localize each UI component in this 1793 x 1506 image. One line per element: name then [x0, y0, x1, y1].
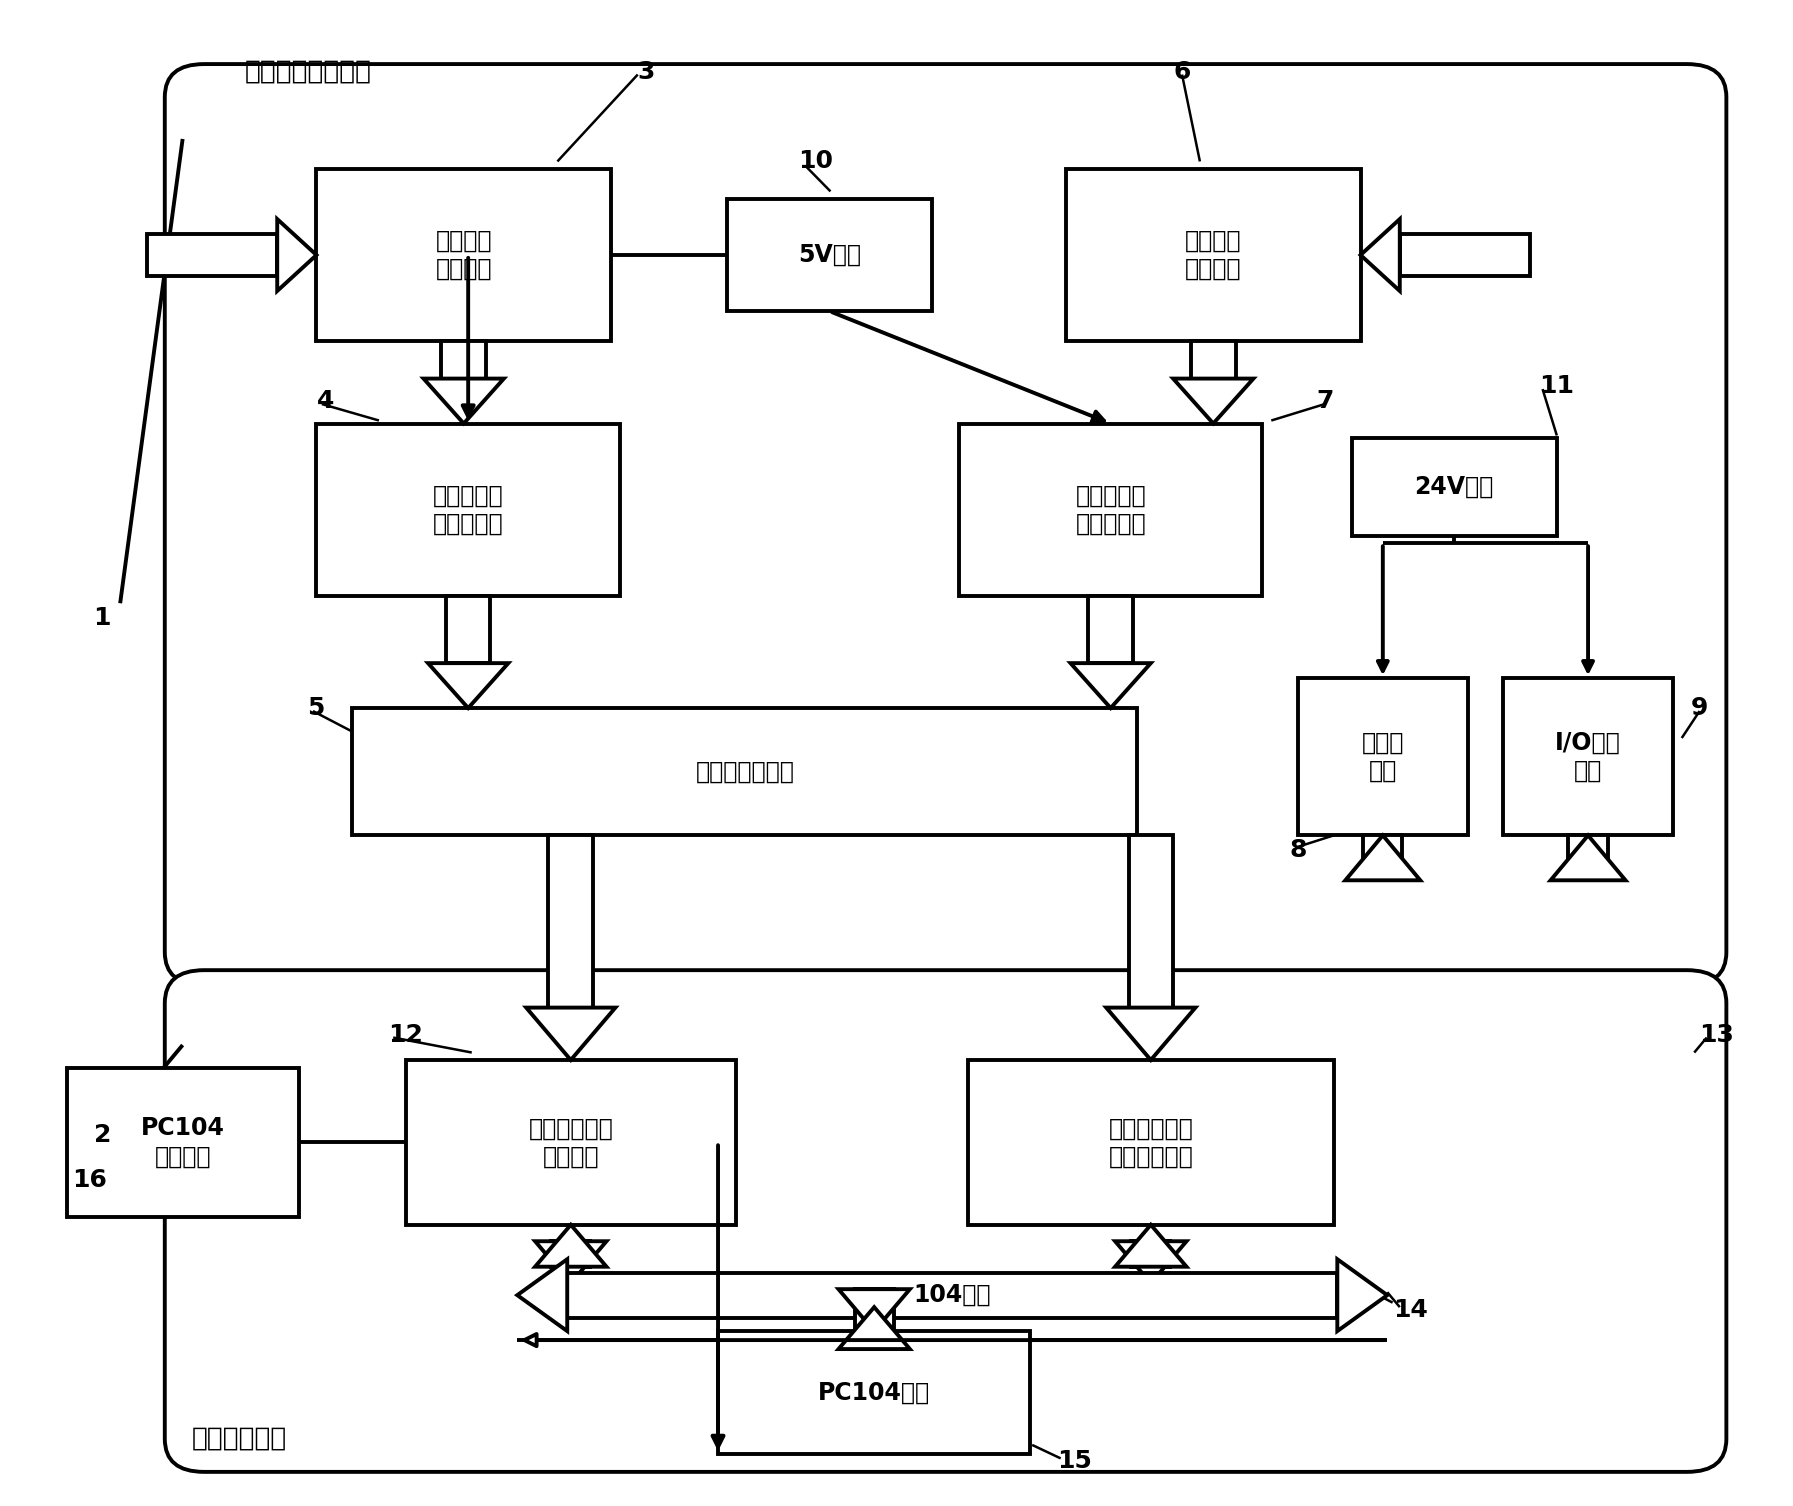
Polygon shape [1106, 1008, 1196, 1060]
Polygon shape [525, 1008, 615, 1060]
Polygon shape [1070, 663, 1151, 708]
Text: 2: 2 [93, 1123, 111, 1148]
FancyBboxPatch shape [1131, 1241, 1171, 1267]
Text: 等效器高压
输入级电路: 等效器高压 输入级电路 [1076, 483, 1146, 536]
FancyBboxPatch shape [1128, 836, 1173, 1008]
FancyBboxPatch shape [165, 970, 1727, 1471]
Polygon shape [1551, 836, 1626, 881]
Polygon shape [1173, 378, 1253, 423]
Text: 15: 15 [1058, 1449, 1092, 1473]
Text: 高低压切换电路: 高低压切换电路 [696, 759, 794, 783]
Text: PC104主机: PC104主机 [818, 1381, 931, 1405]
Polygon shape [534, 1241, 606, 1283]
Text: PC104
主机电源: PC104 主机电源 [140, 1116, 224, 1169]
Polygon shape [1338, 1259, 1388, 1331]
FancyBboxPatch shape [717, 1331, 1031, 1453]
FancyBboxPatch shape [351, 708, 1137, 836]
Text: 8: 8 [1289, 839, 1307, 863]
Text: 3: 3 [638, 60, 654, 83]
Polygon shape [278, 218, 317, 291]
Text: 状态指
示灯: 状态指 示灯 [1361, 730, 1404, 783]
FancyBboxPatch shape [1569, 836, 1608, 881]
FancyBboxPatch shape [550, 1241, 590, 1267]
FancyBboxPatch shape [959, 423, 1262, 596]
Text: 16: 16 [72, 1167, 108, 1191]
Text: 5: 5 [308, 696, 325, 720]
Text: 24V电源: 24V电源 [1415, 476, 1494, 498]
FancyBboxPatch shape [1067, 169, 1361, 342]
FancyBboxPatch shape [66, 1068, 299, 1217]
FancyBboxPatch shape [1298, 678, 1468, 836]
Polygon shape [1115, 1241, 1187, 1283]
FancyBboxPatch shape [441, 342, 486, 378]
Text: 等效器低压
输入级电路: 等效器低压 输入级电路 [432, 483, 504, 536]
Polygon shape [839, 1307, 909, 1349]
Text: 7: 7 [1316, 389, 1334, 413]
Polygon shape [839, 1289, 909, 1331]
FancyBboxPatch shape [567, 1273, 1338, 1318]
FancyBboxPatch shape [1503, 678, 1673, 836]
FancyBboxPatch shape [855, 1289, 895, 1349]
FancyBboxPatch shape [147, 233, 278, 276]
FancyBboxPatch shape [317, 169, 611, 342]
Text: 12: 12 [387, 1023, 423, 1047]
Polygon shape [423, 378, 504, 423]
Polygon shape [534, 1224, 606, 1267]
FancyBboxPatch shape [1363, 836, 1402, 881]
Text: 104总线: 104总线 [913, 1283, 992, 1307]
FancyBboxPatch shape [549, 836, 593, 1008]
FancyBboxPatch shape [405, 1060, 735, 1224]
FancyBboxPatch shape [726, 199, 932, 312]
Text: 11: 11 [1538, 373, 1574, 398]
Text: 脉宽测试系统: 脉宽测试系统 [192, 1426, 287, 1452]
Polygon shape [1115, 1224, 1187, 1267]
FancyBboxPatch shape [968, 1060, 1334, 1224]
FancyBboxPatch shape [317, 423, 620, 596]
Text: 9: 9 [1691, 696, 1709, 720]
Text: 低压时序
输入端子: 低压时序 输入端子 [436, 229, 491, 282]
Text: 4: 4 [317, 389, 333, 413]
FancyBboxPatch shape [1088, 596, 1133, 663]
Text: 输入级预处理电路: 输入级预处理电路 [246, 59, 373, 84]
FancyBboxPatch shape [1191, 342, 1235, 378]
Text: 10: 10 [798, 149, 834, 173]
FancyBboxPatch shape [1352, 438, 1556, 536]
Text: 光电隔离数字
输入输出模块: 光电隔离数字 输入输出模块 [1108, 1116, 1192, 1169]
Text: 5V电源: 5V电源 [798, 242, 861, 267]
FancyBboxPatch shape [446, 596, 491, 663]
Polygon shape [429, 663, 509, 708]
Text: 13: 13 [1700, 1023, 1734, 1047]
Polygon shape [1345, 836, 1420, 881]
Text: I/O控制
电路: I/O控制 电路 [1555, 730, 1621, 783]
FancyBboxPatch shape [165, 65, 1727, 985]
Text: 高低脉宽时序
测量电路: 高低脉宽时序 测量电路 [529, 1116, 613, 1169]
Text: 14: 14 [1393, 1298, 1427, 1322]
Polygon shape [516, 1259, 567, 1331]
Polygon shape [1361, 218, 1400, 291]
Text: 6: 6 [1173, 60, 1191, 83]
FancyBboxPatch shape [1400, 233, 1529, 276]
Text: 1: 1 [93, 607, 111, 630]
Text: 高压时序
输入端子: 高压时序 输入端子 [1185, 229, 1241, 282]
